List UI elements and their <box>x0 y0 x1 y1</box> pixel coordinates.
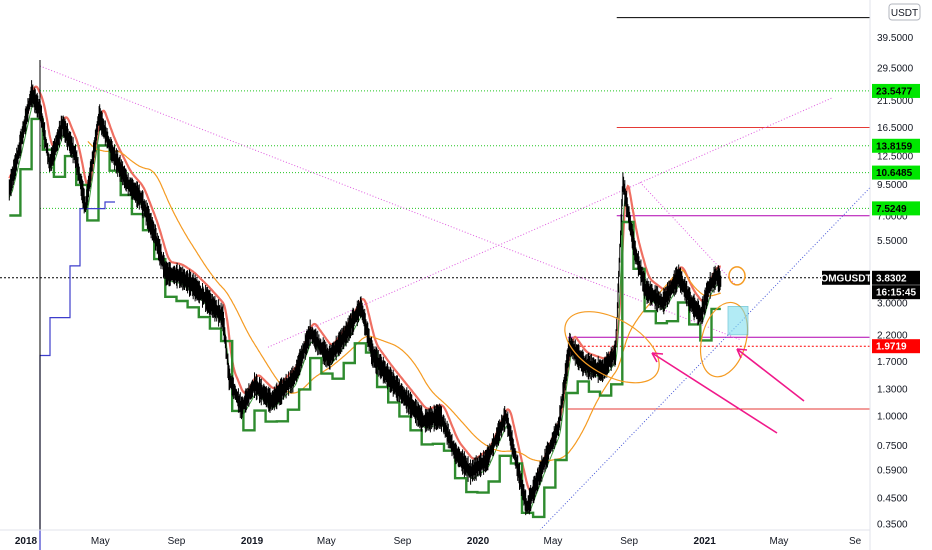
x-tick-label: 2018 <box>15 536 38 547</box>
price-badge: 7.5249 <box>872 201 920 216</box>
pink-arrow-right-shaft <box>736 348 805 402</box>
x-tick-label: Sep <box>168 536 186 547</box>
y-tick-label: 1.3000 <box>877 384 908 395</box>
price-badge-value: 13.8159 <box>876 141 913 152</box>
x-tick-label: Sep <box>620 536 638 547</box>
y-tick-label: 29.5000 <box>877 63 914 74</box>
y-tick-label: 0.7500 <box>877 441 908 452</box>
price-badge-bg <box>872 83 920 98</box>
annotations <box>564 266 805 434</box>
orange-circle-current <box>728 266 746 286</box>
price-badge-bg <box>872 285 920 300</box>
y-tick-label: 9.5000 <box>877 180 908 191</box>
price-badge-bg <box>872 165 920 180</box>
x-tick-label: Se <box>849 536 862 547</box>
pink-arrow-left-head <box>651 352 664 363</box>
price-badge-value: 7.5249 <box>876 204 907 215</box>
pink-arrow-left-shaft <box>651 352 778 434</box>
x-tick-label: 2021 <box>694 536 717 547</box>
time-axis: 2018 May Sep 2019 May Sep 2020 May Sep 2021 May Se <box>0 529 870 547</box>
y-tick-label: 1.0000 <box>877 411 908 422</box>
price-badge: 13.8159 <box>872 138 920 153</box>
y-tick-label: 2.2000 <box>877 330 908 341</box>
price-badge: 23.5477 <box>872 83 920 98</box>
currency-badge-label: USDT <box>891 8 918 19</box>
x-tick-label: 2019 <box>241 536 264 547</box>
x-tick-label: May <box>544 536 563 547</box>
y-tick-label: 21.5000 <box>877 96 914 107</box>
x-tick-label: 2020 <box>467 536 490 547</box>
descending-trendline <box>39 65 741 341</box>
highlight-box <box>727 306 749 336</box>
price-badge-value: 16:15:45 <box>876 288 916 299</box>
orange-ellipse-left <box>564 311 660 384</box>
y-tick-label: 5.5000 <box>877 236 908 247</box>
price-badge: 10.6485 <box>872 165 920 180</box>
price-badge: 16:15:45 <box>872 285 920 300</box>
blue-step-line <box>39 201 115 550</box>
y-tick-label: 0.3500 <box>877 519 908 530</box>
price-badge-value: 3.8302 <box>876 273 907 284</box>
price-badge-bg <box>872 339 920 354</box>
price-badge-bg <box>872 138 920 153</box>
upper-wedge-line <box>639 181 736 285</box>
price-badge-value: 10.6485 <box>876 168 913 179</box>
y-tick-label: 12.5000 <box>877 152 914 163</box>
price-candles <box>8 80 722 516</box>
x-tick-label: May <box>770 536 789 547</box>
price-series <box>8 80 722 516</box>
price-badge: 1.9719 <box>872 339 920 354</box>
orange-moving-average <box>87 141 721 462</box>
symbol-badge-bg <box>822 270 870 285</box>
pink-arrow-right-head <box>736 348 748 359</box>
y-tick-label: 39.5000 <box>877 33 914 44</box>
y-tick-label: 16.5000 <box>877 123 914 134</box>
horizontal-levels <box>0 17 870 410</box>
support-trendline <box>539 187 871 531</box>
x-tick-label: May <box>91 536 110 547</box>
currency-badge[interactable]: USDT <box>888 3 921 21</box>
orange-ellipse-right <box>699 301 749 378</box>
price-badge-value: 1.9719 <box>876 342 907 353</box>
symbol-badge-label: OMGUSDT <box>820 273 871 284</box>
y-tick-label: 3.0000 <box>877 298 908 309</box>
x-tick-label: May <box>317 536 336 547</box>
price-badge: OMGUSDT 3.8302 <box>820 270 920 285</box>
price-badge-bg <box>872 270 920 285</box>
y-tick-label: 0.4500 <box>877 494 908 505</box>
price-badge-bg <box>872 201 920 216</box>
red-moving-average <box>8 85 721 492</box>
y-tick-label: 1.7000 <box>877 357 908 368</box>
x-tick-label: Sep <box>394 536 412 547</box>
price-badges: 23.5477 13.8159 10.6485 7.5249 OMGUSDT 3.8302… <box>820 83 920 354</box>
y-tick-label: 0.5900 <box>877 466 908 477</box>
price-badge-value: 23.5477 <box>876 86 913 97</box>
y-tick-label: 7.0000 <box>877 211 908 222</box>
